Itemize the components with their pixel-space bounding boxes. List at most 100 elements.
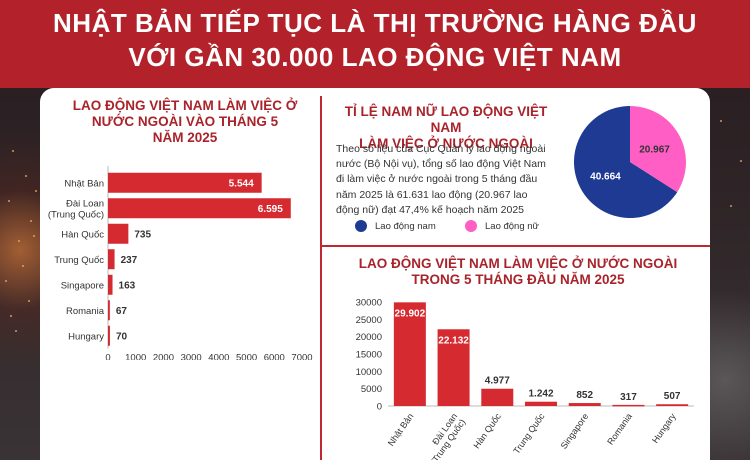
value-label: 5.544 xyxy=(229,178,254,189)
x-tick-label: 5000 xyxy=(236,353,257,361)
x-tick-label: 4000 xyxy=(208,353,229,361)
y-tick-label: 5000 xyxy=(361,384,382,395)
hbar-chart: Nhật Bản 5.544 Đài Loan(Trung Quốc) 6.595 Hà… xyxy=(48,166,313,361)
spark-decoration xyxy=(10,315,12,317)
y-tick-label: 30000 xyxy=(356,298,382,309)
spark-decoration xyxy=(720,120,722,122)
pie-chart-title: TỈ LỆ NAM NỮ LAO ĐỘNG VIỆT NAM LÀM VIỆC … xyxy=(330,104,562,152)
description-line: Theo số liệu của Cục Quản lý lao động ng… xyxy=(336,143,546,155)
value-label: 67 xyxy=(116,306,128,317)
value-label: 237 xyxy=(121,255,138,266)
page-title-line2: VỚI GẦN 30.000 LAO ĐỘNG VIỆT NAM xyxy=(128,42,622,72)
spark-decoration xyxy=(25,175,27,177)
value-label: 4.977 xyxy=(485,376,510,387)
category-label: Hàn Quốc xyxy=(471,411,503,450)
pie-chart: 40.664 20.967 xyxy=(574,106,686,218)
vbar-title-line: TRONG 5 THÁNG ĐẦU NĂM 2025 xyxy=(411,272,625,287)
divider-horizontal xyxy=(322,245,710,247)
bar xyxy=(108,300,110,321)
category-label: Hungary xyxy=(650,411,678,445)
spark-decoration xyxy=(740,160,742,162)
value-label: 163 xyxy=(119,280,136,291)
bar xyxy=(437,329,470,406)
divider-vertical xyxy=(320,96,322,460)
bar xyxy=(568,403,601,406)
spark-decoration xyxy=(33,235,35,237)
bar xyxy=(108,274,113,295)
category-label-group: Nhật Bản xyxy=(386,411,416,447)
vbar-title-line: LAO ĐỘNG VIỆT NAM LÀM VIỆC Ở NƯỚC NGOÀI xyxy=(358,256,678,271)
y-tick-label: 0 xyxy=(377,402,382,413)
category-label: Đài Loan xyxy=(66,198,104,209)
category-label: Hàn Quốc xyxy=(61,229,104,240)
bar xyxy=(393,302,426,406)
pie-slice xyxy=(574,106,678,218)
category-label: Nhật Bản xyxy=(386,411,416,447)
category-label: Nhật Bản xyxy=(64,178,104,189)
hbar-title-line: NƯỚC NGOÀI VÀO THÁNG 5 xyxy=(91,114,279,129)
value-label: 735 xyxy=(134,229,151,240)
value-label: 852 xyxy=(576,390,593,401)
legend-item-female: Lao động nữ xyxy=(465,220,539,232)
x-tick-label: 7000 xyxy=(291,353,312,361)
category-label: Trung Quốc xyxy=(511,411,547,456)
page-title-line1: NHẬT BẢN TIẾP TỤC LÀ THỊ TRƯỜNG HÀNG ĐẦU xyxy=(53,8,697,38)
x-tick-label: 3000 xyxy=(181,353,202,361)
x-tick-label: 0 xyxy=(105,353,110,361)
category-label-group: Đài Loan(Trung Quốc) xyxy=(429,411,468,460)
legend-swatch-female xyxy=(465,220,477,232)
bar xyxy=(108,198,291,219)
x-tick-label: 6000 xyxy=(264,353,285,361)
category-label-group: Hàn Quốc xyxy=(471,411,503,450)
y-tick-label: 15000 xyxy=(356,350,382,361)
pie-description: Theo số liệu của Cục Quản lý lao động ng… xyxy=(336,142,572,218)
spark-decoration xyxy=(30,220,32,222)
spark-decoration xyxy=(22,265,24,267)
spark-decoration xyxy=(12,150,14,152)
bar xyxy=(525,401,557,406)
value-label: 22.132 xyxy=(438,335,469,346)
pie-value-label: 20.967 xyxy=(639,145,670,156)
category-label: (Trung Quốc) xyxy=(48,209,104,220)
spark-decoration xyxy=(730,205,732,207)
hbar-title-line: NĂM 2025 xyxy=(152,130,218,145)
value-label: 507 xyxy=(664,391,681,402)
category-label-group: Singapore xyxy=(559,411,591,450)
spark-decoration xyxy=(15,330,17,332)
description-line: đi làm việc ở nước ngoài trong 5 tháng đ… xyxy=(336,173,538,186)
hbar-chart-title: LAO ĐỘNG VIỆT NAM LÀM VIỆC Ở NƯỚC NGOÀI … xyxy=(55,98,315,146)
category-label: Singapore xyxy=(61,280,104,291)
bar xyxy=(108,325,110,346)
pie-value-label: 40.664 xyxy=(590,171,621,182)
bar xyxy=(612,404,645,407)
description-line: nước (Bộ Nội vụ), tổng số lao động Việt … xyxy=(336,158,546,171)
value-label: 70 xyxy=(116,331,128,342)
category-label-group: Hungary xyxy=(650,411,678,445)
spark-decoration xyxy=(35,190,37,192)
value-label: 29.902 xyxy=(395,308,426,319)
spark-decoration xyxy=(5,280,7,282)
bar xyxy=(108,249,115,270)
category-label-group: Trung Quốc xyxy=(511,411,547,456)
bar xyxy=(108,223,129,244)
vbar-chart-title: LAO ĐỘNG VIỆT NAM LÀM VIỆC Ở NƯỚC NGOÀI … xyxy=(330,256,706,288)
category-label: Trung Quốc xyxy=(54,255,104,266)
bar xyxy=(108,172,262,193)
legend-label-male: Lao động nam xyxy=(375,220,436,232)
vbar-chart: 0 5000 10000 15000 20000 25000 30000 29.902 Nhật… xyxy=(356,298,694,460)
legend-swatch-male xyxy=(355,220,367,232)
spark-decoration xyxy=(28,300,30,302)
x-tick-label: 2000 xyxy=(153,353,174,361)
hbar-title-line: LAO ĐỘNG VIỆT NAM LÀM VIỆC Ở xyxy=(72,98,298,113)
y-tick-label: 10000 xyxy=(356,367,382,378)
category-label: Romania xyxy=(66,306,105,317)
value-label: 6.595 xyxy=(258,204,283,215)
y-tick-label: 20000 xyxy=(356,332,382,343)
pie-title-line: TỈ LỆ NAM NỮ LAO ĐỘNG VIỆT NAM xyxy=(344,104,548,135)
value-label: 317 xyxy=(620,392,637,403)
value-label: 1.242 xyxy=(528,389,553,400)
category-label: Singapore xyxy=(559,411,591,450)
spark-decoration xyxy=(8,200,10,202)
bar xyxy=(481,388,514,406)
y-tick-label: 25000 xyxy=(356,315,382,326)
